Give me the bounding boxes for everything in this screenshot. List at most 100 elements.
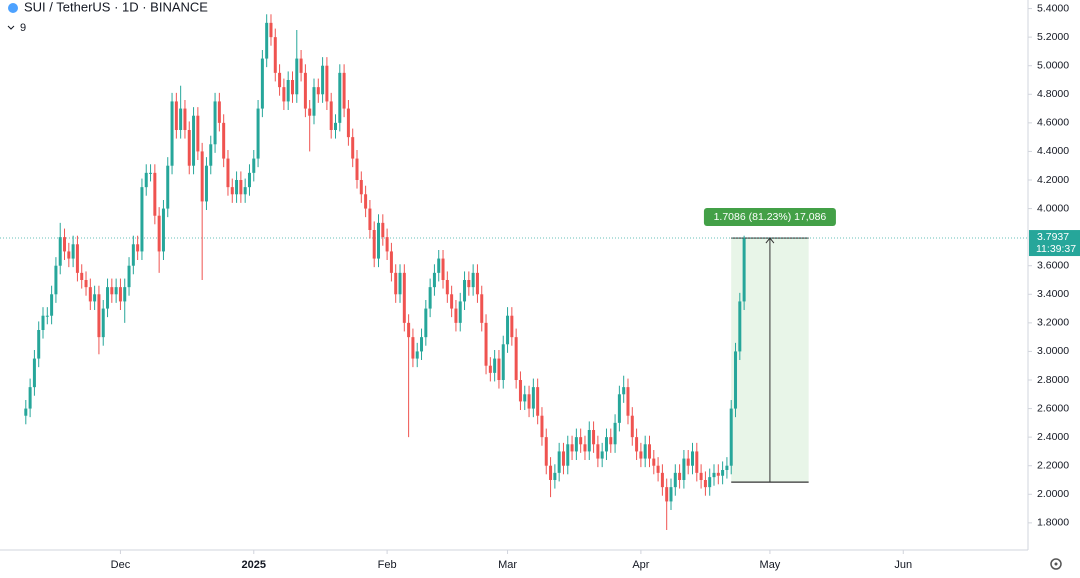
candle [50,285,54,325]
candle [312,78,316,125]
candle [256,100,260,168]
candle-body [80,272,84,280]
candle [592,421,596,453]
symbol-icon [8,3,18,13]
candle-body [290,80,294,95]
candle [101,300,105,346]
chart-title: SUI / TetherUS · 1D · BINANCE [24,0,208,14]
candle-body [329,101,333,130]
candle [84,271,88,296]
candle [243,178,247,203]
candle-body [161,208,165,252]
candle-body [540,415,544,438]
candle [583,435,587,460]
candle-body [484,322,488,366]
candle [106,278,110,318]
settings-dot[interactable] [1054,562,1058,566]
candle [531,378,535,418]
y-tick-label: 4.8000 [1037,88,1069,100]
candle-body [566,444,570,466]
indicator-count[interactable]: 9 [20,22,26,34]
candle-body [252,158,256,173]
indicator-toggle[interactable] [7,25,15,30]
settings-gear[interactable] [1050,558,1062,570]
candle [432,264,436,296]
last-price-label: 3.7937 [1037,231,1069,243]
candle [321,57,325,103]
candle [217,92,221,132]
candle-body [441,258,445,280]
candle-body [467,280,471,288]
candle-body [475,272,479,295]
candle [385,228,389,260]
x-tick-label: Dec [111,559,131,571]
candle [402,264,406,332]
candle-body [488,365,492,373]
candle-body [561,451,565,466]
candle [630,407,634,446]
candle-body [635,437,639,452]
x-tick-label: Apr [632,559,649,571]
candle [372,221,376,268]
candle [566,435,570,475]
candle [170,92,174,175]
candle [480,285,484,332]
candle-body [308,108,312,116]
candle [359,171,363,203]
candle [179,85,183,139]
candle-body [596,444,600,459]
candle-body [738,301,742,352]
candle-body [669,487,673,502]
candle [71,235,75,268]
candle-body [531,387,535,409]
candle [222,114,226,168]
candle [635,428,639,460]
candle-body [338,72,342,123]
candle [299,50,303,82]
candle-body [71,244,75,259]
candle-body [557,451,561,473]
candle-body [110,287,114,295]
candle [123,278,127,323]
candle-body [725,465,729,470]
candle [428,278,432,318]
candle-body [544,437,548,466]
candle-body [437,258,441,273]
candle [226,150,230,196]
candle-body [84,280,88,288]
candle [140,178,144,260]
candle [738,292,742,360]
candle-body [497,358,501,380]
candle [273,28,277,82]
candle [114,278,118,303]
candle-body [32,358,36,388]
candle-body [415,351,419,359]
candle [686,450,690,475]
candle-body [471,272,475,288]
x-tick-label: 2025 [242,559,266,571]
y-tick-label: 5.4000 [1037,2,1069,14]
candle [204,157,208,210]
candle [398,264,402,303]
candle [716,464,720,485]
candle-body [458,301,462,323]
candle-body [183,108,187,130]
candle [734,342,738,418]
candle-body [24,408,28,416]
settings-icon[interactable] [1050,558,1062,570]
candle [540,407,544,446]
candle-body [381,222,385,238]
candle [157,207,161,273]
candle [518,371,522,410]
candle-body [518,380,522,402]
candle-body [118,287,122,302]
candle-body [200,151,204,202]
candle-body [179,108,183,130]
candle-body [609,437,613,445]
candle [471,264,475,296]
candle [501,335,505,389]
candle-body [536,387,540,416]
candle-body [75,244,79,273]
candle-body [652,458,656,466]
candle [493,350,497,382]
